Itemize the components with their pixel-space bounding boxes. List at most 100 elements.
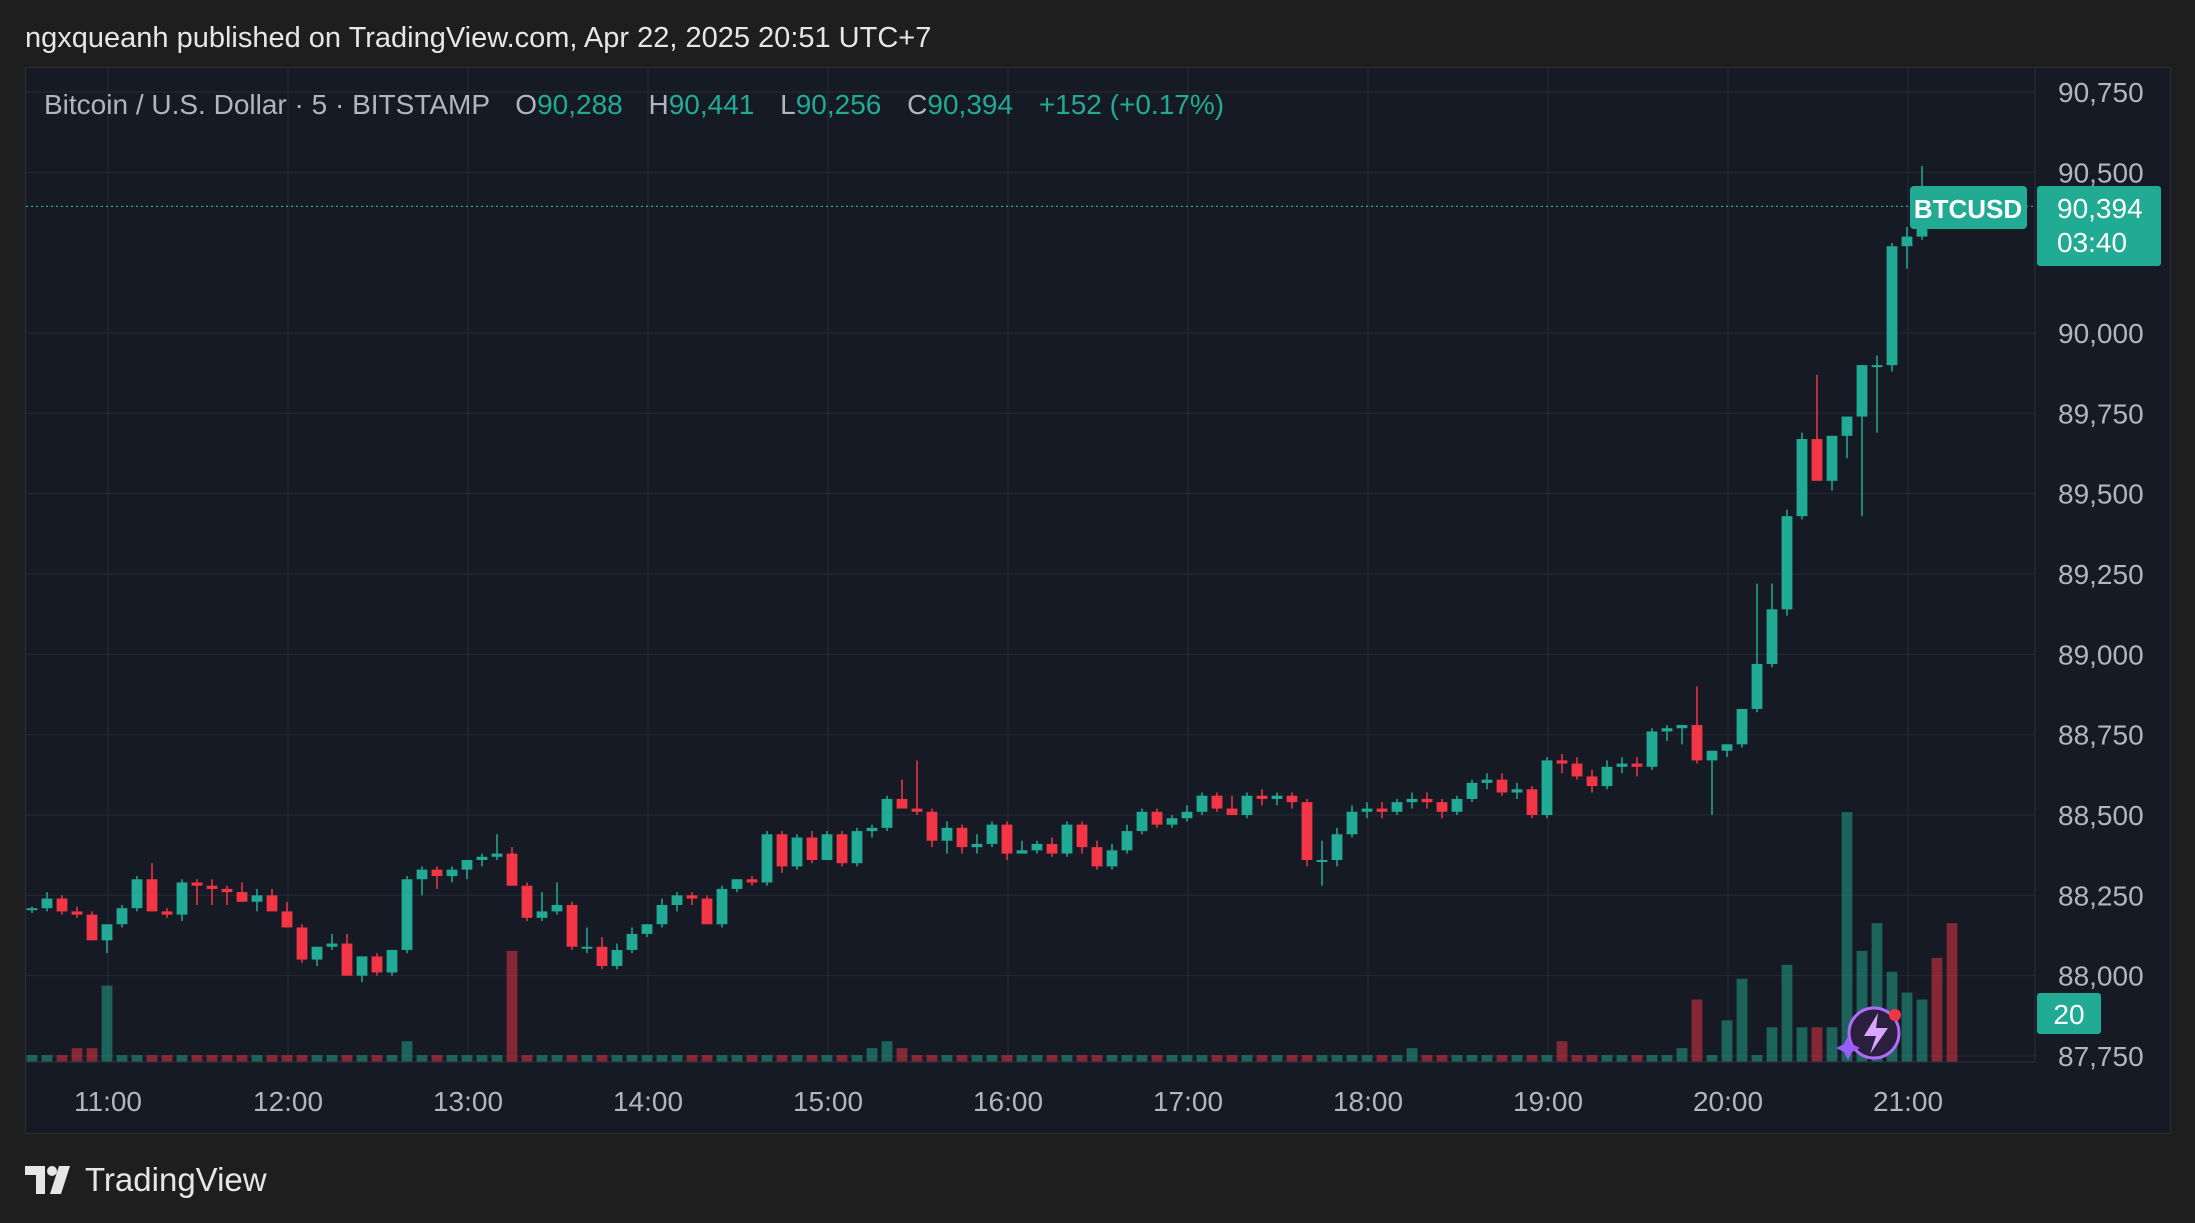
candle-body <box>941 827 953 841</box>
volume-bar <box>1931 957 1943 1062</box>
candle-body <box>956 827 968 848</box>
candle-body <box>836 834 848 864</box>
candle-body <box>1436 802 1448 812</box>
volume-bar <box>191 1055 203 1062</box>
candle-body <box>236 892 248 902</box>
candle-body <box>1031 843 1043 851</box>
candle-body <box>1901 236 1913 247</box>
candle-body <box>851 831 863 864</box>
candle-body <box>1121 831 1133 851</box>
candle-body <box>806 837 818 860</box>
candle-body <box>251 895 263 902</box>
x-tick-label: 11:00 <box>74 1086 142 1117</box>
candle-body <box>731 879 743 889</box>
volume-bar <box>1661 1055 1673 1062</box>
candle-body <box>1136 811 1148 832</box>
x-tick-label: 18:00 <box>1333 1086 1403 1117</box>
volume-bar <box>1541 1055 1553 1062</box>
candle-body <box>1676 725 1688 729</box>
candle-body <box>566 904 578 947</box>
volume-bar <box>551 1055 563 1062</box>
volume-bar <box>401 1041 413 1062</box>
low-label: L <box>780 89 796 120</box>
volume-bar <box>1241 1055 1253 1062</box>
candle-body <box>1061 824 1073 854</box>
volume-bar <box>1421 1055 1433 1062</box>
candle-body <box>56 898 68 912</box>
candle-body <box>581 946 593 949</box>
volume-bar <box>341 1055 353 1062</box>
volume-bar <box>1061 1055 1073 1062</box>
volume-bar <box>1451 1055 1463 1062</box>
volume-bar <box>1631 1055 1643 1062</box>
volume-bar <box>131 1055 143 1062</box>
y-tick-label: 88,250 <box>2058 880 2144 911</box>
volume-bar <box>686 1055 698 1062</box>
volume-bar <box>161 1055 173 1062</box>
candle-body <box>296 927 308 960</box>
x-tick-label: 16:00 <box>973 1086 1043 1117</box>
volume-bar <box>221 1055 233 1062</box>
candle-body <box>1316 859 1328 862</box>
y-tick-label: 89,750 <box>2058 398 2144 429</box>
candle-body <box>1211 795 1223 809</box>
candle-body <box>446 869 458 877</box>
candle-body <box>1766 609 1778 664</box>
volume-bar <box>1001 1055 1013 1062</box>
candle-body <box>701 898 713 925</box>
close-label: C <box>907 89 928 120</box>
candle-body <box>1481 779 1493 783</box>
symbol-name[interactable]: Bitcoin / U.S. Dollar · 5 · BITSTAMP <box>44 89 490 120</box>
candle-body <box>1166 818 1178 825</box>
volume-bar <box>1301 1055 1313 1062</box>
volume-bar <box>1811 1027 1823 1062</box>
high-label: H <box>648 89 669 120</box>
volume-bar <box>851 1055 863 1062</box>
volume-bar <box>356 1055 368 1062</box>
footer-brand[interactable]: TradingView <box>25 1160 267 1200</box>
candle-body <box>1106 850 1118 867</box>
symbol-legend: Bitcoin / U.S. Dollar · 5 · BITSTAMP O90… <box>44 85 1224 125</box>
volume-bar <box>491 1055 503 1062</box>
volume-bar <box>641 1055 653 1062</box>
candle-body <box>686 895 698 899</box>
candle-body <box>551 904 563 912</box>
volume-bar <box>1331 1055 1343 1062</box>
y-tick-label: 90,000 <box>2058 318 2144 349</box>
candle-body <box>116 908 128 925</box>
candle-body <box>1826 435 1838 481</box>
volume-bar <box>1271 1055 1283 1062</box>
candle-body <box>1331 834 1343 860</box>
footer-brand-label: TradingView <box>85 1161 267 1198</box>
sparkle-bolt-icon[interactable] <box>1836 1006 1901 1060</box>
volume-bar <box>146 1055 158 1062</box>
volume-bar <box>1751 1055 1763 1062</box>
volume-bar <box>1361 1055 1373 1062</box>
candle-body <box>221 888 233 893</box>
y-tick-label: 88,500 <box>2058 800 2144 831</box>
candle-body <box>491 853 503 857</box>
volume-bar <box>371 1055 383 1062</box>
price-tag-bg <box>2037 186 2161 266</box>
volume-bar <box>1106 1055 1118 1062</box>
volume-bar <box>1436 1055 1448 1062</box>
candle-body <box>131 879 143 909</box>
candle-body <box>626 933 638 950</box>
candle-body <box>1721 744 1733 751</box>
candle-body <box>26 908 38 911</box>
publish-header: ngxqueanh published on TradingView.com, … <box>25 22 932 54</box>
symbol-tag-label: BTCUSD <box>1914 194 2022 224</box>
volume-bar <box>1211 1055 1223 1062</box>
volume-bar <box>1406 1048 1418 1062</box>
volume-bar <box>1196 1055 1208 1062</box>
y-tick-label: 87,750 <box>2058 1041 2144 1072</box>
x-tick-label: 19:00 <box>1513 1086 1583 1117</box>
chart-frame[interactable] <box>25 67 2171 1134</box>
volume-bar <box>1946 923 1958 1062</box>
volume-bar <box>1151 1055 1163 1062</box>
volume-bar <box>446 1055 458 1062</box>
volume-bar <box>866 1048 878 1062</box>
volume-bar <box>506 950 518 1062</box>
volume-bar <box>536 1055 548 1062</box>
